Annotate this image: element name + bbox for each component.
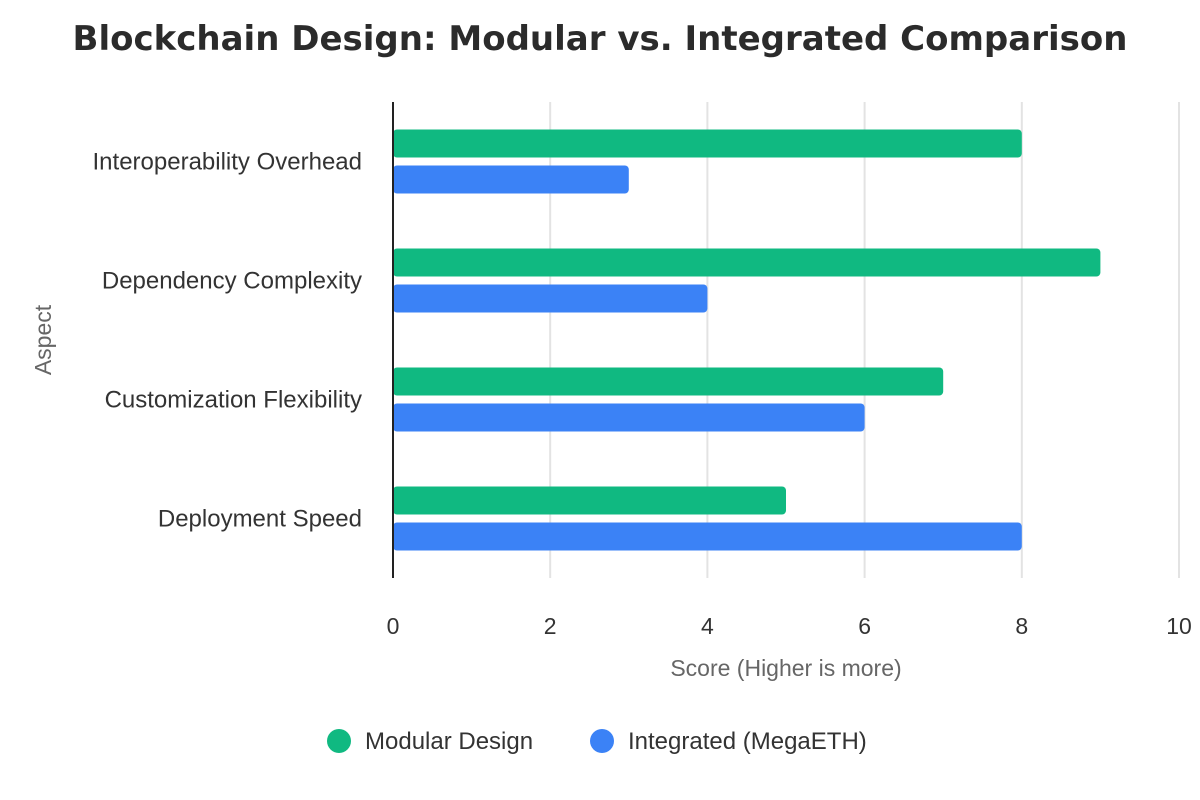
x-tick-label: 10 (1166, 613, 1192, 639)
bar-modular-3 (393, 486, 786, 515)
chart-title: Blockchain Design: Modular vs. Integrate… (73, 19, 1128, 59)
category-label: Deployment Speed (158, 506, 362, 533)
bar-integrated-2 (393, 403, 865, 432)
bar-modular-2 (393, 367, 944, 396)
x-tick-label: 2 (544, 613, 557, 639)
legend-label-modular: Modular Design (365, 728, 533, 755)
legend-marker-modular (327, 729, 351, 753)
bar-integrated-0 (393, 165, 629, 194)
legend: Modular Design Integrated (MegaETH) (327, 728, 867, 755)
legend-marker-integrated (590, 729, 614, 753)
x-tick-label: 4 (701, 613, 714, 639)
category-label: Dependency Complexity (102, 268, 362, 295)
category-labels: Interoperability Overhead Dependency Comp… (93, 149, 362, 533)
category-label: Interoperability Overhead (93, 149, 362, 176)
x-tick-label: 0 (387, 613, 400, 639)
x-tick-label: 8 (1015, 613, 1028, 639)
bar-integrated-3 (393, 522, 1022, 551)
legend-label-integrated: Integrated (MegaETH) (628, 728, 867, 755)
bar-modular-1 (393, 248, 1101, 277)
bars (393, 129, 1101, 551)
x-tick-labels: 0 2 4 6 8 10 (387, 613, 1192, 639)
bar-integrated-1 (393, 284, 708, 313)
bar-modular-0 (393, 129, 1022, 158)
x-axis-title: Score (Higher is more) (670, 655, 901, 681)
y-axis-title: Aspect (30, 304, 56, 375)
category-label: Customization Flexibility (105, 387, 362, 414)
x-tick-label: 6 (858, 613, 871, 639)
